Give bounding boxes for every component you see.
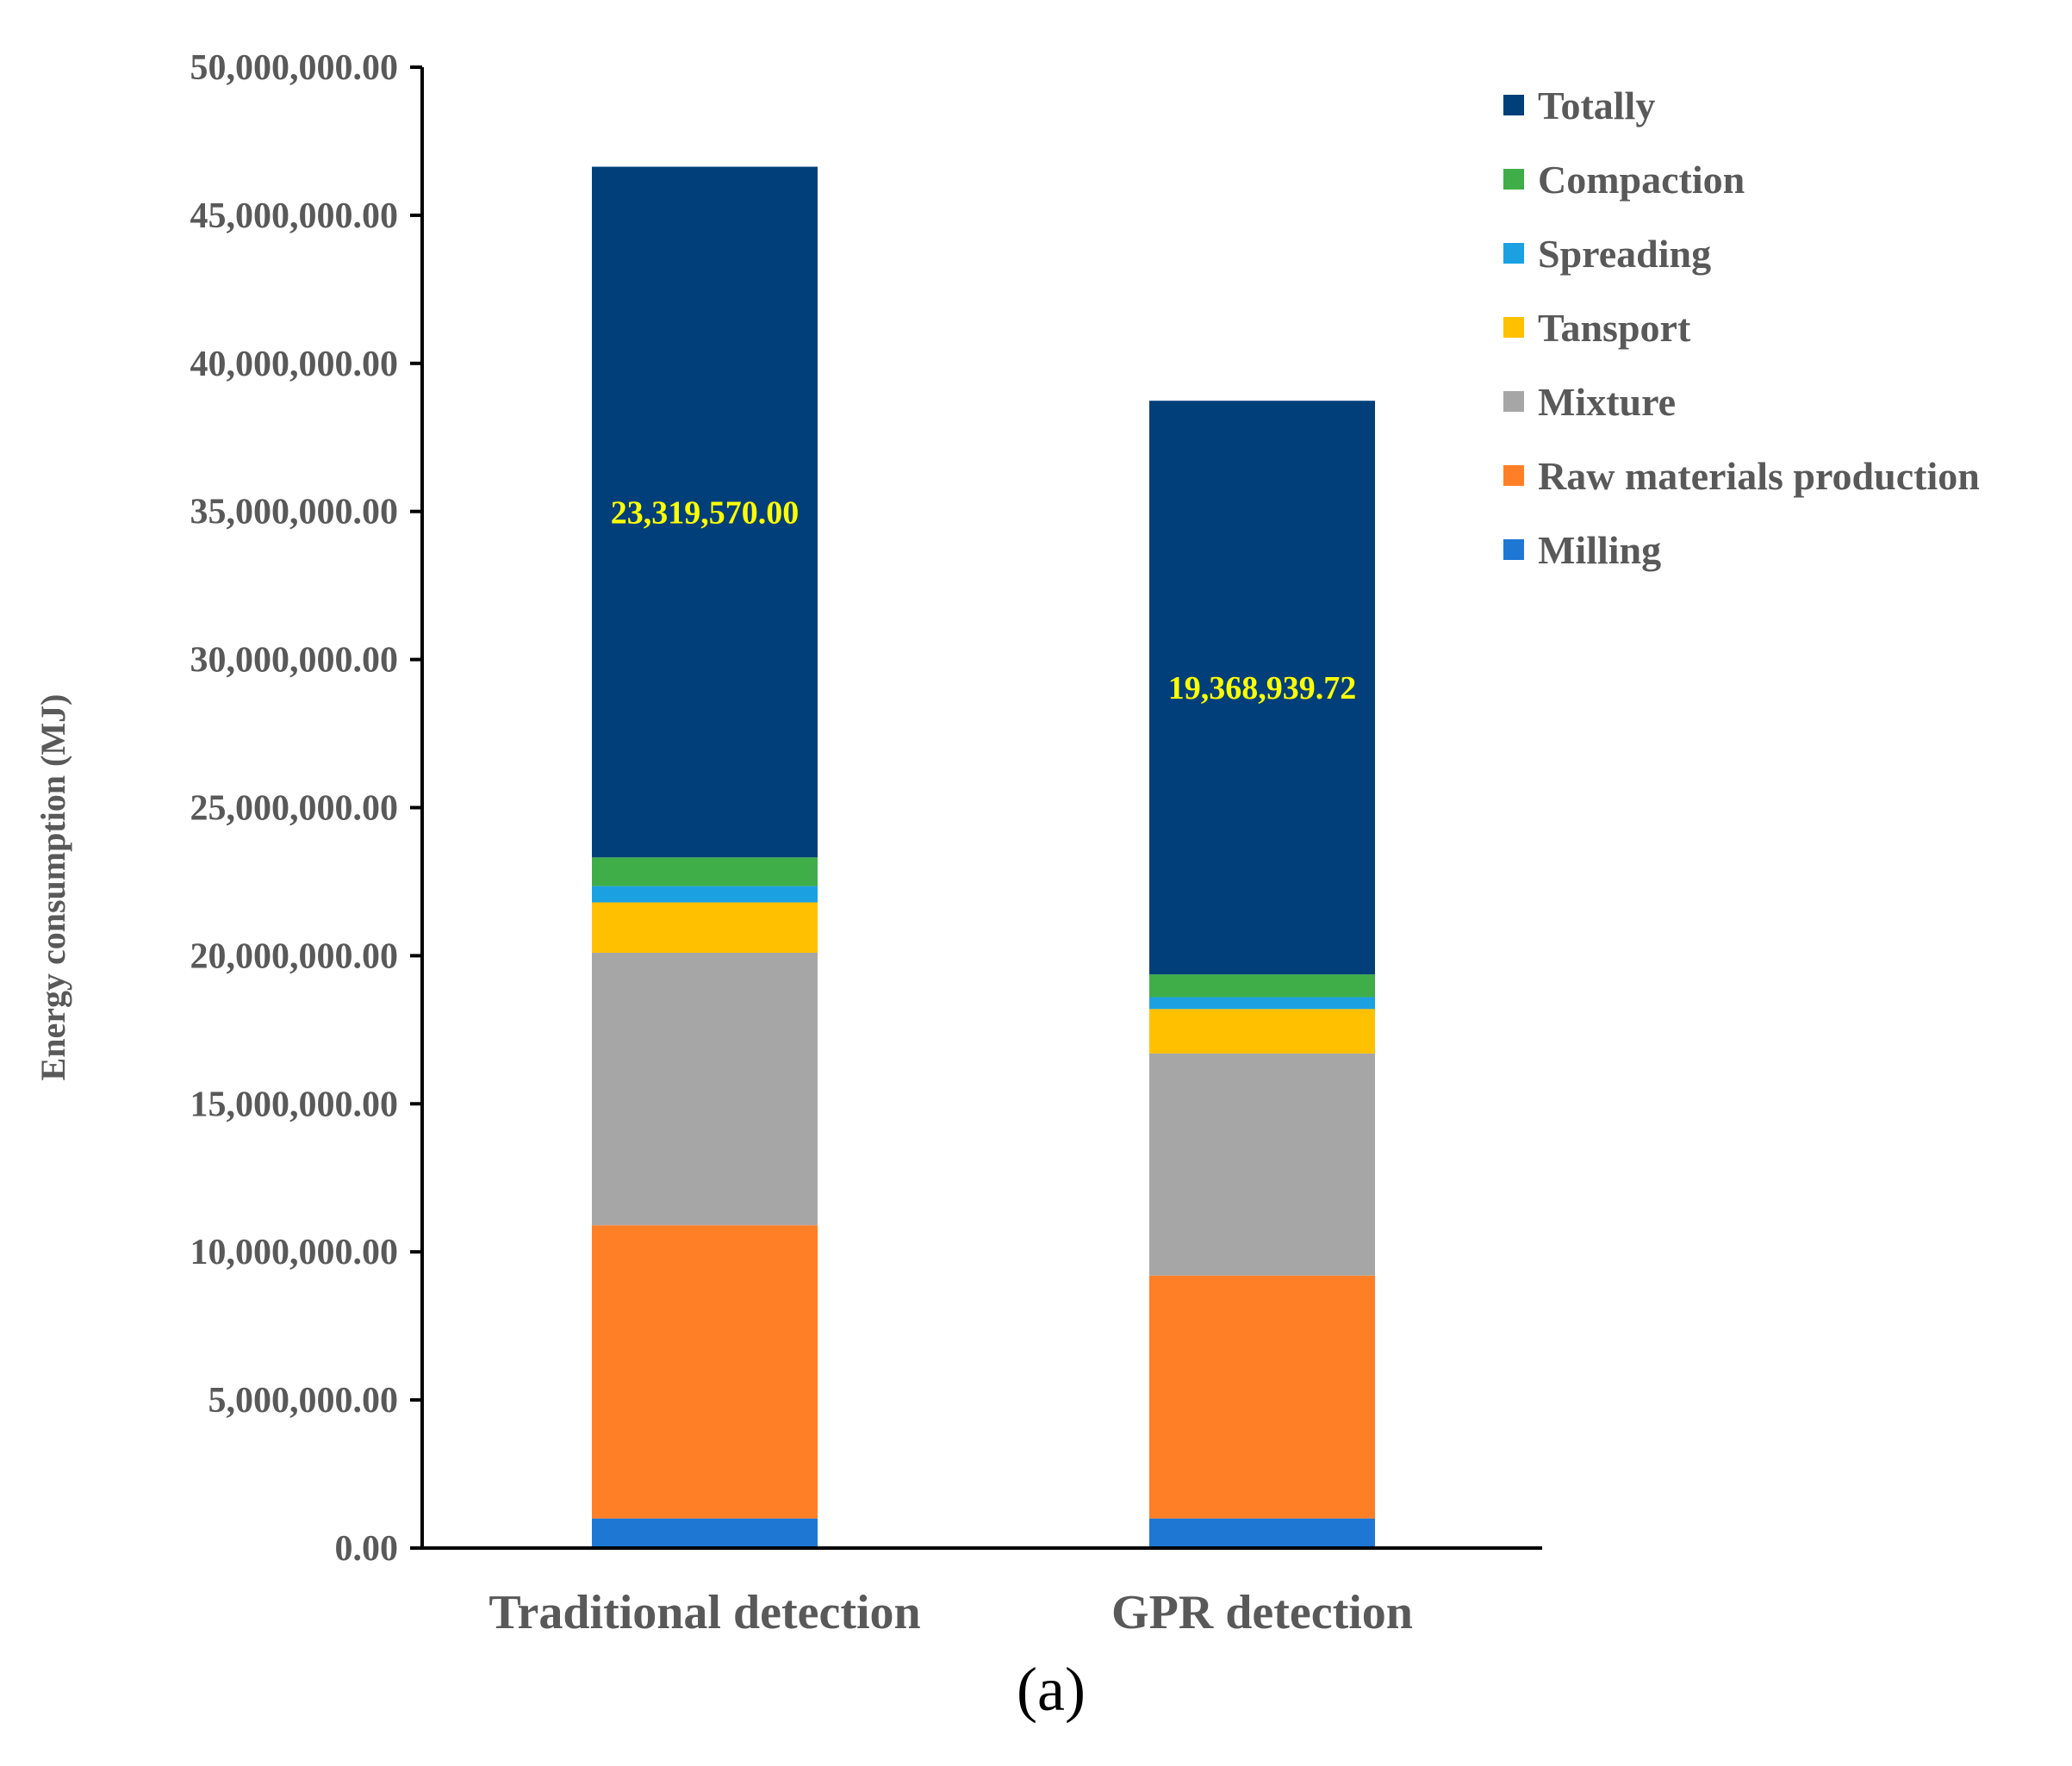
bar-segment-totally <box>1149 401 1375 975</box>
bar-segment-spreading <box>1149 997 1375 1010</box>
bar-data-label: 23,319,570.00 <box>611 494 800 531</box>
legend-label-tansport: Tansport <box>1538 306 1691 350</box>
bar-segment-totally <box>592 166 818 858</box>
y-tick-label: 20,000,000.00 <box>190 936 399 976</box>
bar-segment-tansport <box>1149 1009 1375 1054</box>
legend-swatch-totally <box>1503 95 1524 115</box>
bar-data-label: 19,368,939.72 <box>1168 670 1357 706</box>
legend-swatch-mixture <box>1503 391 1524 412</box>
legend-label-mixture: Mixture <box>1538 380 1676 424</box>
bar-segment-tansport <box>592 902 818 953</box>
legend-swatch-compaction <box>1503 169 1524 190</box>
x-tick-label: Traditional detection <box>488 1586 920 1639</box>
bar-segment-mixture <box>1149 1053 1375 1276</box>
y-axis-title: Energy consumption (MJ) <box>34 694 72 1081</box>
y-tick-label: 50,000,000.00 <box>190 48 399 88</box>
legend-label-milling: Milling <box>1538 528 1661 572</box>
legend-swatch-milling <box>1503 539 1524 560</box>
y-tick-label: 35,000,000.00 <box>190 493 399 532</box>
legend-label-totally: Totally <box>1538 84 1655 127</box>
bar-segment-compaction <box>1149 974 1375 998</box>
y-tick-label: 25,000,000.00 <box>190 789 399 829</box>
bar-segment-spreading <box>592 886 818 903</box>
figure-caption: (a) <box>1017 1655 1086 1724</box>
y-tick-label: 5,000,000.00 <box>208 1381 399 1421</box>
bar-segment-raw-materials-production <box>592 1225 818 1519</box>
y-tick-label: 30,000,000.00 <box>190 641 399 681</box>
legend-label-compaction: Compaction <box>1538 158 1745 202</box>
y-tick-label: 40,000,000.00 <box>190 345 399 384</box>
y-tick-label: 45,000,000.00 <box>190 196 399 236</box>
bar-segment-raw-materials-production <box>1149 1275 1375 1519</box>
bar-segment-milling <box>592 1518 818 1548</box>
legend-swatch-raw-materials-production <box>1503 465 1524 486</box>
y-tick-label: 15,000,000.00 <box>190 1085 399 1124</box>
legend-swatch-spreading <box>1503 243 1524 264</box>
legend: Totally Compaction Spreading Tansport Mixtur… <box>1503 84 1980 572</box>
bar-segment-milling <box>1149 1518 1375 1548</box>
legend-swatch-tansport <box>1503 317 1524 338</box>
y-tick-label: 0.00 <box>335 1529 399 1569</box>
x-tick-label: GPR detection <box>1111 1586 1413 1639</box>
legend-label-raw-materials-production: Raw materials production <box>1538 454 1980 498</box>
bar-segment-mixture <box>592 952 818 1226</box>
plot-area: 23,319,570.00 Traditional detection 19,368… <box>190 48 1542 1639</box>
bar-segment-compaction <box>592 857 818 886</box>
legend-label-spreading: Spreading <box>1538 232 1711 276</box>
y-tick-label: 10,000,000.00 <box>190 1233 399 1272</box>
